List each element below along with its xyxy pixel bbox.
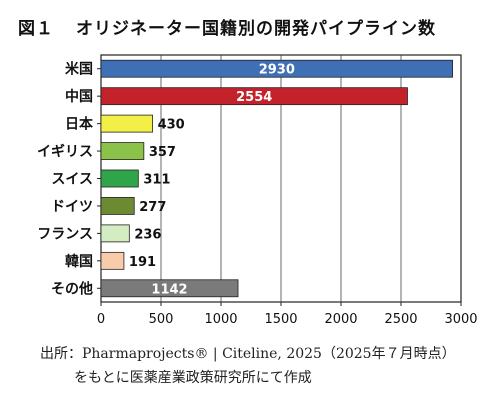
bar-chart: 0 500 1000 1500 2000 2500 3000 米国 2930 中国 2554 日本 43…	[37, 54, 478, 327]
category-label: スイス	[51, 172, 93, 188]
x-tick-label: 500	[149, 312, 174, 327]
category-label: ドイツ	[51, 199, 93, 215]
data-label: 311	[143, 173, 170, 188]
data-label: 357	[149, 145, 176, 160]
x-tick-label: 1500	[264, 312, 297, 327]
x-tick-label: 0	[97, 312, 105, 327]
source-line-2: をもとに医薬産業政策研究所にて作成	[74, 370, 312, 386]
data-label: 2930	[259, 63, 295, 78]
bar	[100, 114, 153, 133]
bar	[100, 197, 135, 215]
category-label: 韓国	[65, 253, 93, 270]
bar	[100, 251, 125, 270]
x-tick-label: 2500	[384, 312, 417, 327]
figure-number: 図１	[18, 19, 54, 39]
category-label: その他	[51, 280, 93, 297]
category-label: 米国	[65, 61, 93, 78]
bar	[100, 169, 139, 188]
category-label: フランス	[37, 226, 93, 242]
bar	[100, 142, 145, 160]
category-label: 日本	[65, 116, 94, 133]
x-tick-label: 3000	[444, 312, 477, 327]
chart-title: 図１ オリジネーター国籍別の開発パイプライン数	[18, 14, 436, 39]
x-tick-label: 1000	[204, 312, 237, 327]
data-label: 2554	[236, 90, 272, 105]
category-label: 中国	[65, 88, 93, 105]
data-label: 1142	[151, 282, 187, 297]
data-label: 430	[158, 118, 185, 133]
source-line-1: 出所：Pharmaprojects® | Citeline, 2025（2025…	[40, 346, 456, 362]
figure-title-text: オリジネーター国籍別の開発パイプライン数	[76, 19, 436, 39]
bar	[100, 59, 454, 78]
x-tick-label: 2000	[324, 312, 357, 327]
bar	[100, 279, 239, 298]
data-label: 236	[134, 227, 161, 242]
source-note: 出所：Pharmaprojects® | Citeline, 2025（2025…	[40, 342, 456, 390]
data-label: 277	[139, 200, 166, 215]
bar	[100, 224, 130, 243]
data-label: 191	[129, 255, 156, 270]
category-label: イギリス	[37, 143, 93, 160]
bar	[100, 87, 408, 106]
